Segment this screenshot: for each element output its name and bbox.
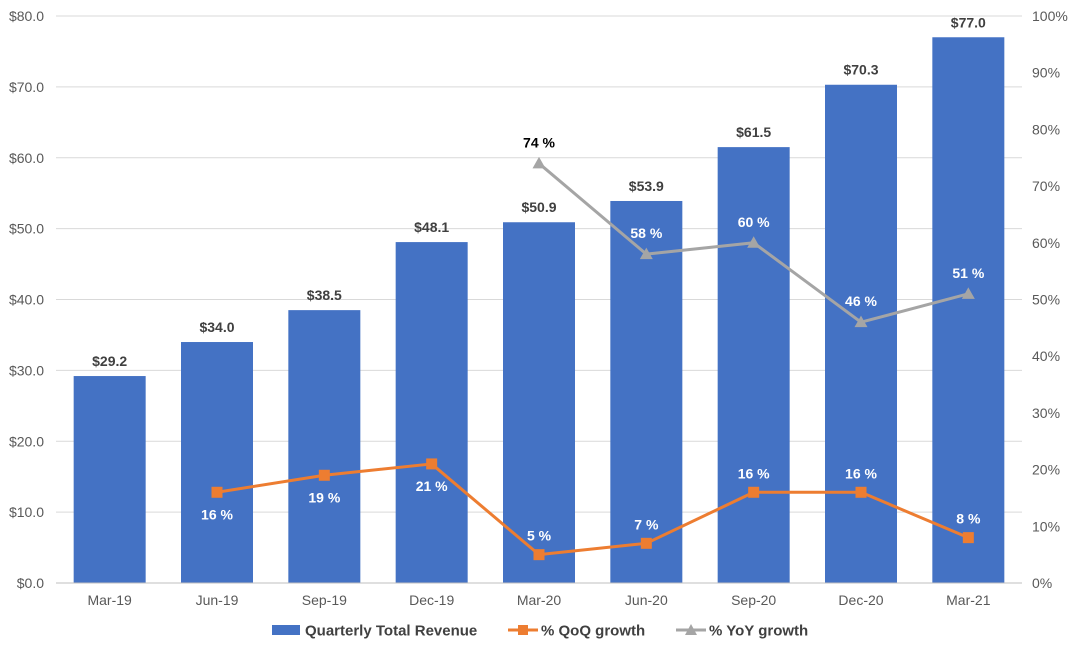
- yoy-data-label: 46 %: [845, 293, 877, 309]
- legend-marker-yoy: [685, 624, 697, 635]
- x-tick-label: Dec-20: [838, 592, 883, 608]
- revenue-bar-label: $48.1: [414, 219, 449, 235]
- legend-label: Quarterly Total Revenue: [305, 623, 477, 640]
- qoq-marker: [211, 486, 223, 498]
- qoq-data-label: 16 %: [845, 465, 877, 481]
- x-tick-label: Mar-19: [87, 592, 132, 608]
- y-left-tick-label: $10.0: [9, 504, 44, 520]
- yoy-marker: [532, 156, 546, 169]
- qoq-data-label: 5 %: [527, 528, 552, 544]
- y-right-tick-label: 70%: [1032, 178, 1060, 194]
- yoy-marker: [854, 315, 868, 328]
- yoy-data-label: 58 %: [630, 225, 662, 241]
- y-right-tick-label: 30%: [1032, 405, 1060, 421]
- revenue-bar: [717, 147, 790, 583]
- legend-label: % QoQ growth: [541, 623, 645, 640]
- revenue-bar-label: $29.2: [92, 353, 127, 369]
- y-left-tick-label: $20.0: [9, 433, 44, 449]
- axes: $0.0 $10.0 $20.0 $30.0 $40.0 $50.0 $60.0 $70.0 $…: [9, 8, 1068, 608]
- qoq-data-label: 21 %: [416, 478, 448, 494]
- y-right-tick-label: 90%: [1032, 65, 1060, 81]
- y-left-tick-label: $60.0: [9, 150, 44, 166]
- x-tick-label: Dec-19: [409, 592, 454, 608]
- qoq-growth-line: [216, 462, 969, 557]
- yoy-marker: [639, 247, 653, 260]
- y-left-tick-label: $40.0: [9, 292, 44, 308]
- revenue-bar: [610, 200, 683, 583]
- yoy-marker: [961, 287, 975, 299]
- qoq-data-label: 19 %: [308, 489, 340, 505]
- y-right-tick-label: 10%: [1032, 518, 1060, 534]
- qoq-marker: [855, 486, 867, 498]
- yoy-data-label: 74 %: [523, 134, 555, 150]
- revenue-bar-label: $38.5: [307, 287, 342, 303]
- qoq-marker: [533, 549, 545, 561]
- revenue-bar-label: $70.3: [843, 62, 878, 78]
- qoq-data-label: 8 %: [956, 511, 981, 527]
- y-right-tick-label: 80%: [1032, 121, 1060, 137]
- growth-lines: [211, 156, 975, 561]
- revenue-bar: [503, 222, 575, 583]
- qoq-marker: [962, 532, 974, 544]
- revenue-bar: [932, 37, 1005, 583]
- x-tick-label: Jun-20: [625, 592, 668, 608]
- qoq-data-label: 16 %: [201, 506, 233, 522]
- revenue-bars: [73, 37, 1005, 583]
- qoq-marker: [748, 486, 760, 498]
- yoy-data-label: 51 %: [952, 265, 984, 281]
- x-tick-label: Mar-21: [946, 592, 991, 608]
- y-right-tick-label: 40%: [1032, 348, 1060, 364]
- qoq-data-label: 16 %: [738, 465, 770, 481]
- legend-swatch-revenue: [272, 625, 300, 635]
- qoq-marker: [426, 458, 438, 470]
- revenue-bar-label: $77.0: [951, 14, 986, 30]
- revenue-bar: [825, 84, 897, 583]
- y-left-tick-label: $50.0: [9, 221, 44, 237]
- legend: Quarterly Total Revenue % QoQ growth % YoY…: [272, 623, 808, 640]
- qoq-data-label: 7 %: [634, 516, 659, 532]
- qoq-marker: [318, 469, 330, 481]
- y-right-tick-label: 20%: [1032, 462, 1060, 478]
- revenue-bar-label: $50.9: [521, 199, 556, 215]
- y-right-tick-label: 0%: [1032, 575, 1052, 591]
- qoq-marker: [640, 537, 652, 549]
- x-tick-label: Sep-20: [731, 592, 776, 608]
- revenue-bar: [395, 242, 468, 583]
- revenue-bar: [288, 310, 361, 583]
- legend-marker-qoq: [518, 625, 528, 635]
- x-tick-label: Jun-19: [196, 592, 239, 608]
- revenue-bar-label: $53.9: [629, 178, 664, 194]
- revenue-bar-label: $61.5: [736, 124, 771, 140]
- y-left-tick-label: $30.0: [9, 362, 44, 378]
- y-left-tick-label: $0.0: [17, 575, 44, 591]
- yoy-data-label: 60 %: [738, 214, 770, 230]
- y-left-tick-label: $70.0: [9, 79, 44, 95]
- y-right-tick-label: 100%: [1032, 8, 1068, 24]
- revenue-bar: [181, 342, 253, 583]
- y-right-tick-label: 60%: [1032, 235, 1060, 251]
- y-left-tick-label: $80.0: [9, 8, 44, 24]
- x-tick-label: Sep-19: [302, 592, 347, 608]
- x-tick-label: Mar-20: [517, 592, 562, 608]
- revenue-bar: [73, 376, 146, 583]
- data-labels: $29.2 $34.0 $38.5 $48.1 $50.9 $53.9 $61.5 $70.3…: [92, 14, 986, 543]
- legend-label: % YoY growth: [709, 623, 808, 640]
- y-right-tick-label: 50%: [1032, 292, 1060, 308]
- yoy-marker: [747, 236, 761, 248]
- revenue-bar-label: $34.0: [199, 319, 234, 335]
